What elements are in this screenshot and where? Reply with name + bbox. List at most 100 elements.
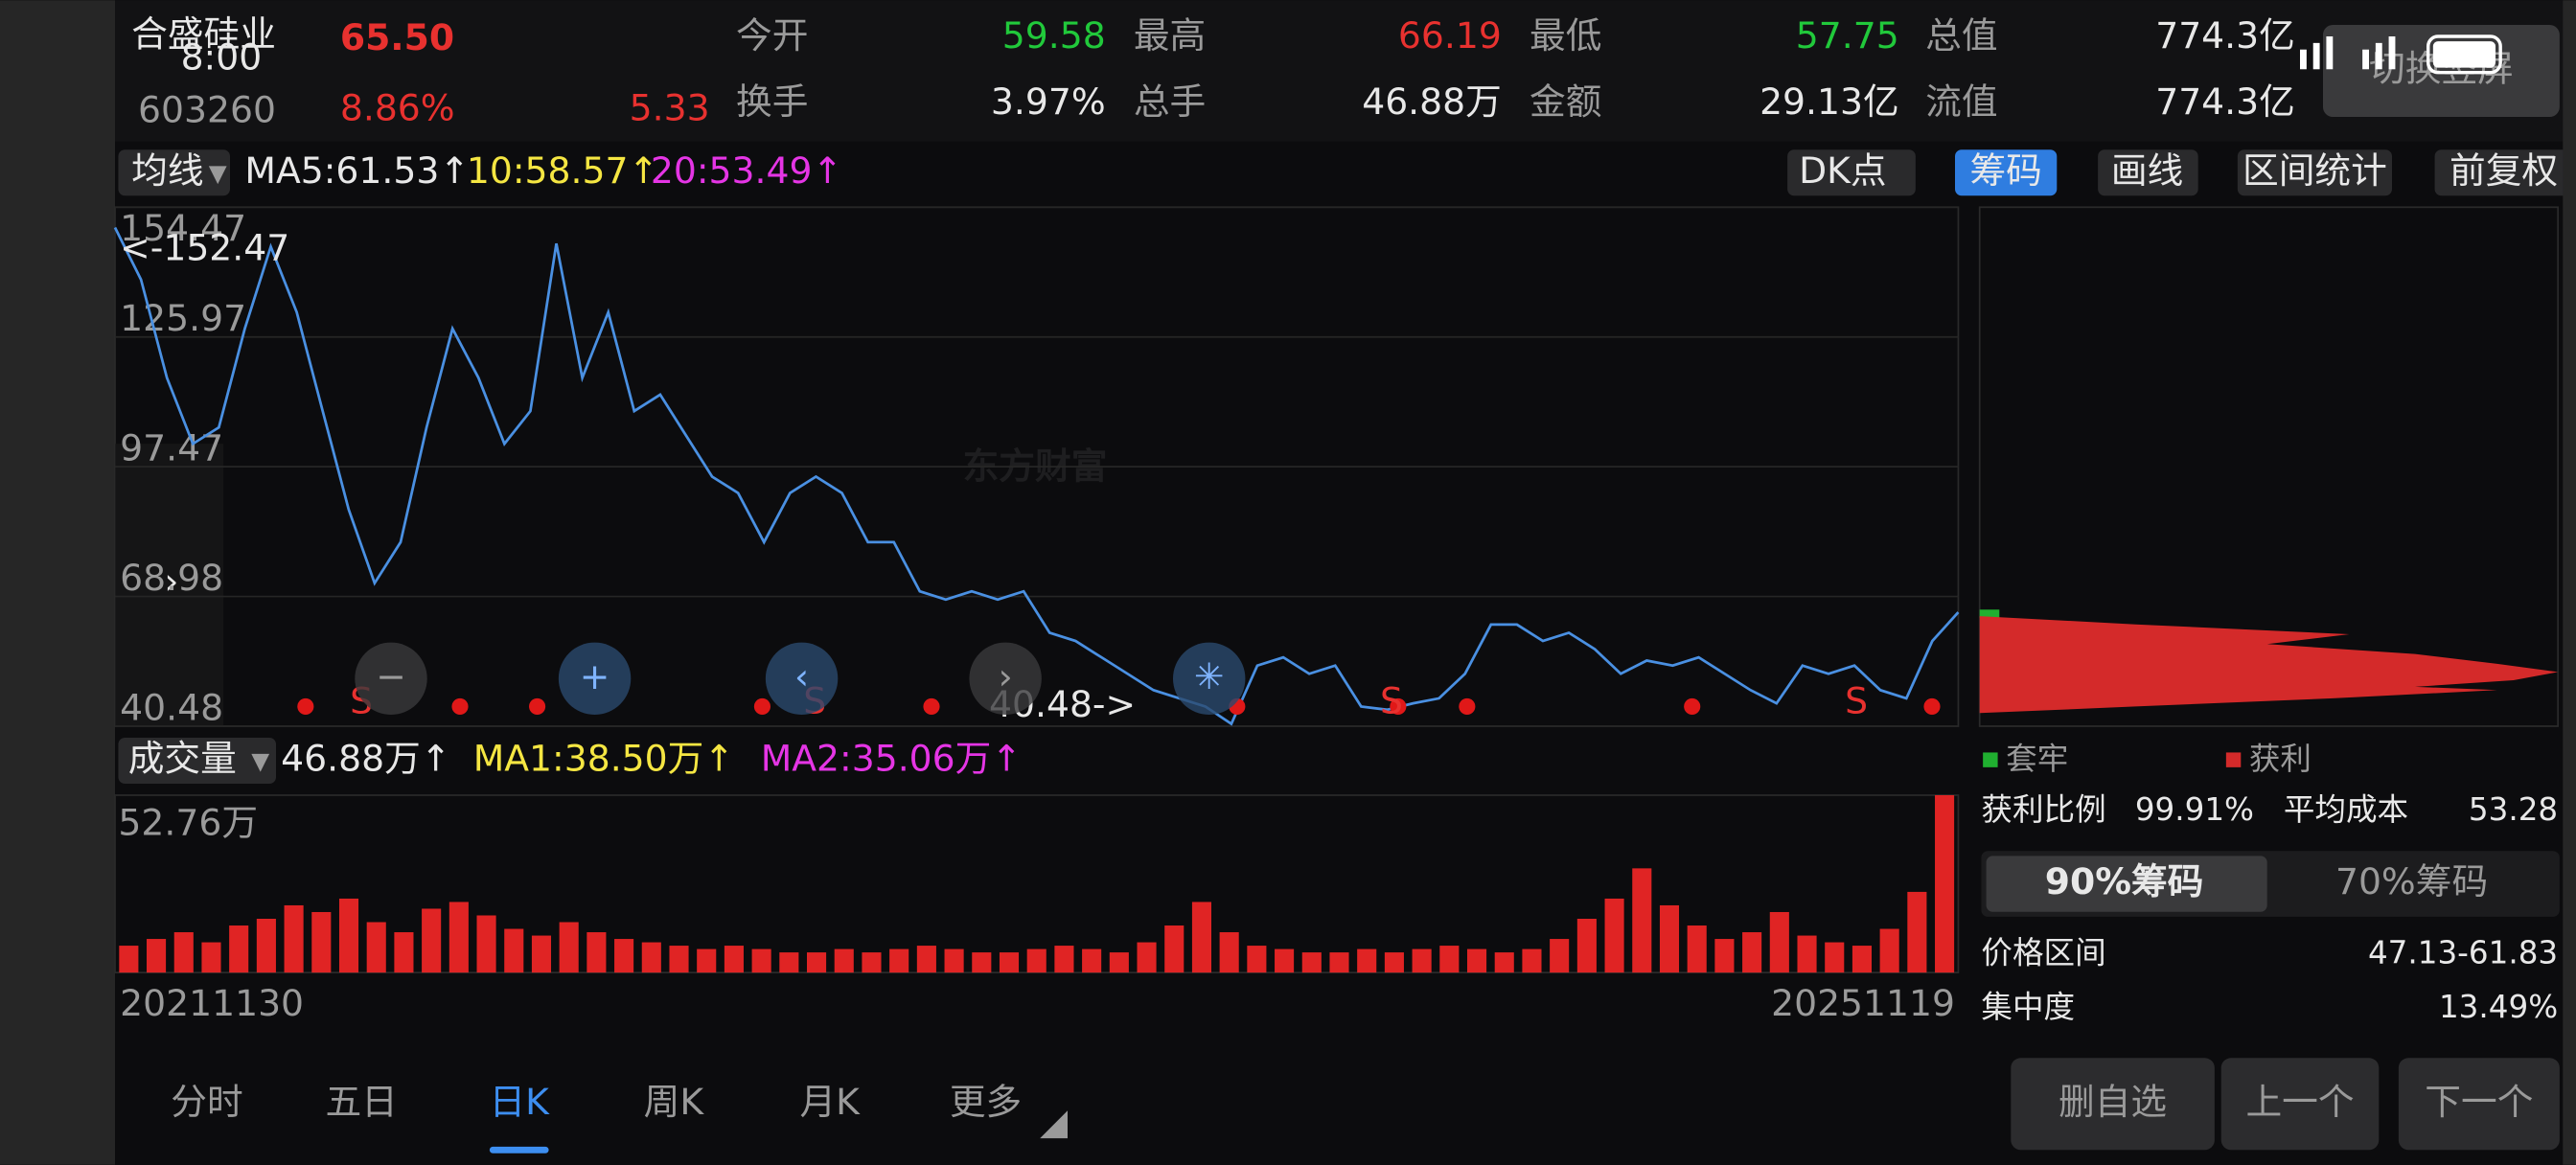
chip-label: 平均成本	[2284, 791, 2408, 828]
volume-bar	[1907, 891, 1927, 973]
volume-selector[interactable]	[118, 738, 276, 784]
chip-tab[interactable]: 90%筹码	[2045, 860, 2204, 902]
volume-bar	[1714, 939, 1735, 973]
volume-bar	[669, 946, 689, 973]
volume-bar	[1301, 952, 1322, 973]
action-button[interactable]	[2398, 1058, 2560, 1151]
nav-tab[interactable]: 更多	[950, 1081, 1022, 1123]
volume-item: 46.88万↑	[281, 737, 450, 779]
chip-value: 47.13-61.83	[2368, 934, 2558, 971]
quote-value: 774.3亿	[2155, 80, 2295, 123]
volume-bar	[1604, 898, 1624, 973]
volume-bar	[1466, 948, 1487, 973]
chip-label: 集中度	[1981, 989, 2075, 1025]
volume-bar	[1769, 911, 1789, 973]
volume-bar	[779, 952, 799, 973]
price: 65.50	[340, 16, 454, 58]
action-button[interactable]	[2220, 1058, 2380, 1151]
action-label[interactable]: 上一个	[2245, 1081, 2354, 1123]
volume-bar	[586, 932, 607, 973]
quote-label: 换手	[736, 80, 808, 123]
volume-bar	[1659, 904, 1680, 973]
volume-bar	[1825, 942, 1845, 973]
volume-item: MA2:35.06万↑	[761, 737, 1022, 779]
caret: ▾	[251, 739, 269, 781]
action-button[interactable]	[2011, 1058, 2215, 1151]
chip-frame	[1978, 206, 2559, 727]
volume-bar	[1550, 939, 1570, 973]
tool-button[interactable]	[2098, 149, 2198, 196]
zoom-in[interactable]	[558, 642, 632, 715]
volume-bar	[1632, 868, 1652, 973]
volume-bar	[201, 942, 221, 973]
quote-label: 流值	[1925, 80, 1997, 123]
tool-label[interactable]: 区间统计	[2242, 149, 2387, 192]
tool-button[interactable]	[2434, 149, 2573, 196]
y-tick-label: 125.97	[120, 297, 246, 339]
expand-arrow[interactable]: ›	[164, 560, 178, 602]
quote-label: 今开	[736, 14, 808, 57]
volume-bar	[1576, 918, 1597, 973]
ma-selector-label[interactable]: 均线	[131, 149, 203, 192]
nav-tab[interactable]: 周K	[644, 1081, 705, 1123]
svg-text:›: ›	[999, 655, 1013, 697]
volume-bar	[1054, 946, 1074, 973]
header-bg	[115, 0, 2564, 142]
change-pct: 8.86%	[340, 87, 455, 129]
volume-bar	[944, 948, 964, 973]
move-left[interactable]	[765, 642, 839, 715]
volume-bar	[1879, 928, 1899, 973]
clock: 8:00	[181, 36, 263, 79]
volume-bar	[338, 898, 359, 973]
chip-value: 53.28	[2469, 791, 2558, 828]
quote-value: 29.13亿	[1760, 80, 1899, 123]
ma-item: MA5:61.53↑	[244, 149, 470, 192]
tool-label[interactable]: 筹码	[1969, 149, 2041, 192]
volume-bar	[1191, 902, 1212, 973]
sell-signal: S	[1380, 679, 1403, 721]
tool-label[interactable]: 前复权	[2450, 149, 2558, 192]
tool-label[interactable]: DK点	[1799, 149, 1886, 192]
nav-tab[interactable]: 五日	[325, 1081, 397, 1123]
chip-value: 13.49%	[2439, 989, 2558, 1025]
tool-button[interactable]	[1955, 149, 2058, 196]
volume-bar	[999, 952, 1020, 973]
quote-label: 最低	[1530, 14, 1601, 57]
volume-bar	[173, 932, 194, 973]
ma-selector[interactable]	[118, 149, 230, 196]
nav-tab-active[interactable]: 日K	[489, 1081, 550, 1123]
volume-bar	[1797, 935, 1817, 973]
nav-buttons[interactable]: − + ‹ › ✳	[355, 642, 1246, 715]
volume-bar	[889, 948, 909, 973]
tool-label[interactable]: 画线	[2111, 149, 2183, 192]
status-icons	[2300, 34, 2502, 75]
tool-button[interactable]	[2237, 149, 2392, 196]
tool-button[interactable]	[1787, 149, 1916, 196]
volume-bar	[448, 902, 469, 973]
quote-value: 59.58	[1002, 14, 1106, 57]
quote-label: 总值	[1925, 14, 1997, 57]
volume-bar	[504, 928, 524, 973]
volume-bar	[1494, 952, 1514, 973]
volume-bar	[1357, 948, 1377, 973]
volume-bar	[751, 948, 771, 973]
chip-tab-selected[interactable]	[1986, 856, 2267, 912]
nav-tab[interactable]: 分时	[171, 1081, 242, 1123]
quote-value: 3.97%	[991, 80, 1106, 123]
volume-bar	[1219, 932, 1239, 973]
legend-label: 套牢	[2006, 741, 2068, 777]
quote-value: 774.3亿	[2155, 14, 2295, 57]
volume-bar	[1412, 948, 1432, 973]
legend-swatch	[2225, 752, 2242, 767]
volume-selector-label[interactable]: 成交量	[128, 737, 237, 779]
crosshair[interactable]	[1173, 642, 1246, 715]
chip-tab[interactable]: 70%筹码	[2335, 860, 2488, 902]
action-label[interactable]: 删自选	[2058, 1081, 2167, 1123]
nav-tab[interactable]: 月K	[799, 1081, 861, 1123]
move-right[interactable]	[969, 642, 1042, 715]
caret: ▾	[209, 151, 227, 194]
zoom-out[interactable]	[355, 642, 427, 715]
action-label[interactable]: 下一个	[2425, 1081, 2533, 1123]
side-handle[interactable]	[115, 444, 224, 726]
volume-bar	[1384, 952, 1404, 973]
